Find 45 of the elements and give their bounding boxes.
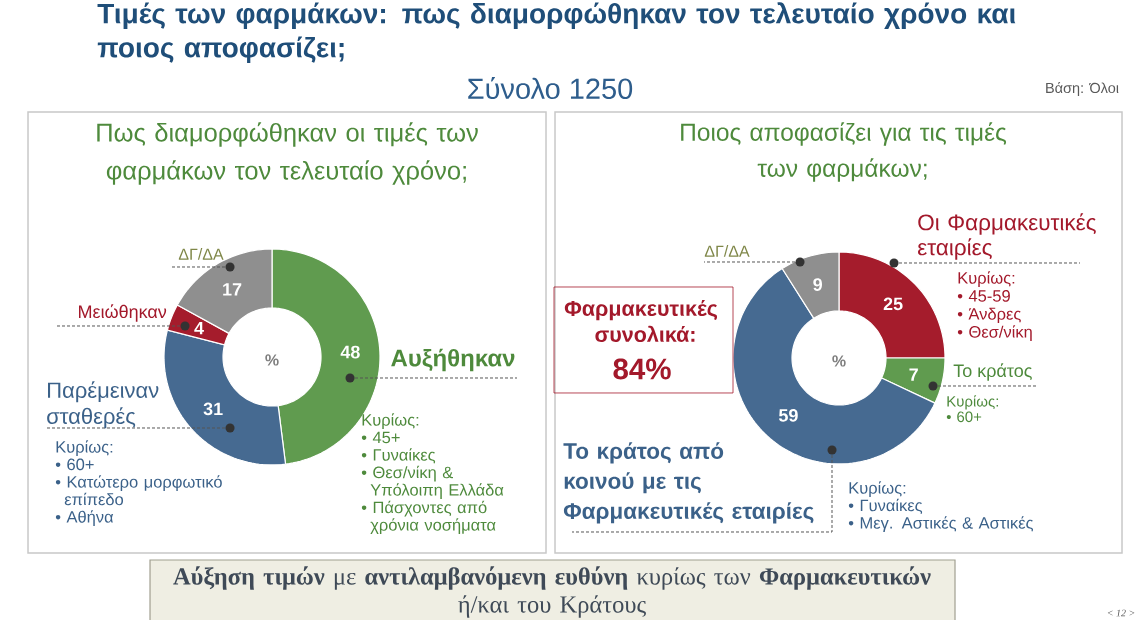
text: • 60+ [55,458,94,471]
text: Σύνολο 1250 [468,76,633,100]
text: Φαρμακευτικές συνολικά: [564,299,718,342]
data-label: 17 [223,283,242,296]
text: Βάση: Όλοι [1046,82,1119,96]
text: Κυρίως: [362,413,419,430]
slice-label: Παρέμειναν σταθερές [47,381,159,429]
text: • Θεσ/νίκη & Υπόλοιπη Ελλάδα [361,465,504,500]
slice-label: Αυξήθηκαν [391,348,515,372]
text: • 60+ [946,411,982,423]
text: Τιμές των φαρμάκων: πως διαμορφώθηκαν τον τελευταίο χρόνο και ποιος αποφασίζει; [97,2,1016,63]
text: 84% [613,358,671,380]
data-label: 7 [909,368,918,381]
text: % [265,354,279,366]
slice-label: ΔΓ/ΔΑ [178,248,224,260]
data-label: 31 [203,402,223,416]
text: Κυρίως: [947,395,999,410]
slice-label: ΔΓ/ΔΑ [704,245,750,257]
text: • Άνδρες [957,307,1021,324]
text: Κυρίως: [958,271,1015,288]
data-label: 9 [813,278,823,291]
text: < 12 > [1107,609,1135,617]
data-label: 48 [340,345,360,359]
slice-label: Οι Φαρμακευτικές εταιρίες [917,213,1096,260]
text: • 45+ [361,431,400,444]
text: • 45-59 [957,290,1010,302]
slice-label: Το κράτος από κοινού με τις Φαρμακευτικές εταιρίες [563,442,814,524]
text: • Μεγ. Αστικές & Αστικές [848,516,1034,533]
text: • Κατώτερο μορφωτικό επίπεδο [55,475,222,506]
text: % [832,355,846,367]
text: • Αθήνα [55,510,114,527]
text: Αύξηση τιμών με αντιλαμβανόμενη ευθύνη κυρίως των Φαρμακευτικών ή/και του Κράτους [173,566,931,618]
text: • Πάσχοντες από χρόνια νοσήματα [361,500,496,535]
text: • Θεσ/νίκη [957,325,1032,342]
text: Κυρίως: [849,481,906,498]
slice-label: Το κράτος [953,363,1032,381]
slice-label: Μειώθηκαν [79,304,167,322]
data-label: 4 [194,321,204,335]
text: • Γυναίκες [848,498,923,514]
data-label: 25 [883,297,903,311]
text: • Γυναίκες [361,448,436,464]
chart-title: Ποιος αποφασίζει για τις τιμές των φαρμάκων; [681,122,1007,182]
data-label: 59 [778,408,798,422]
chart-title: Πως διαμορφώθηκαν οι τιμές των φαρμάκων τον τελευταίο χρόνο; [97,122,478,185]
text: Κυρίως: [56,440,113,457]
